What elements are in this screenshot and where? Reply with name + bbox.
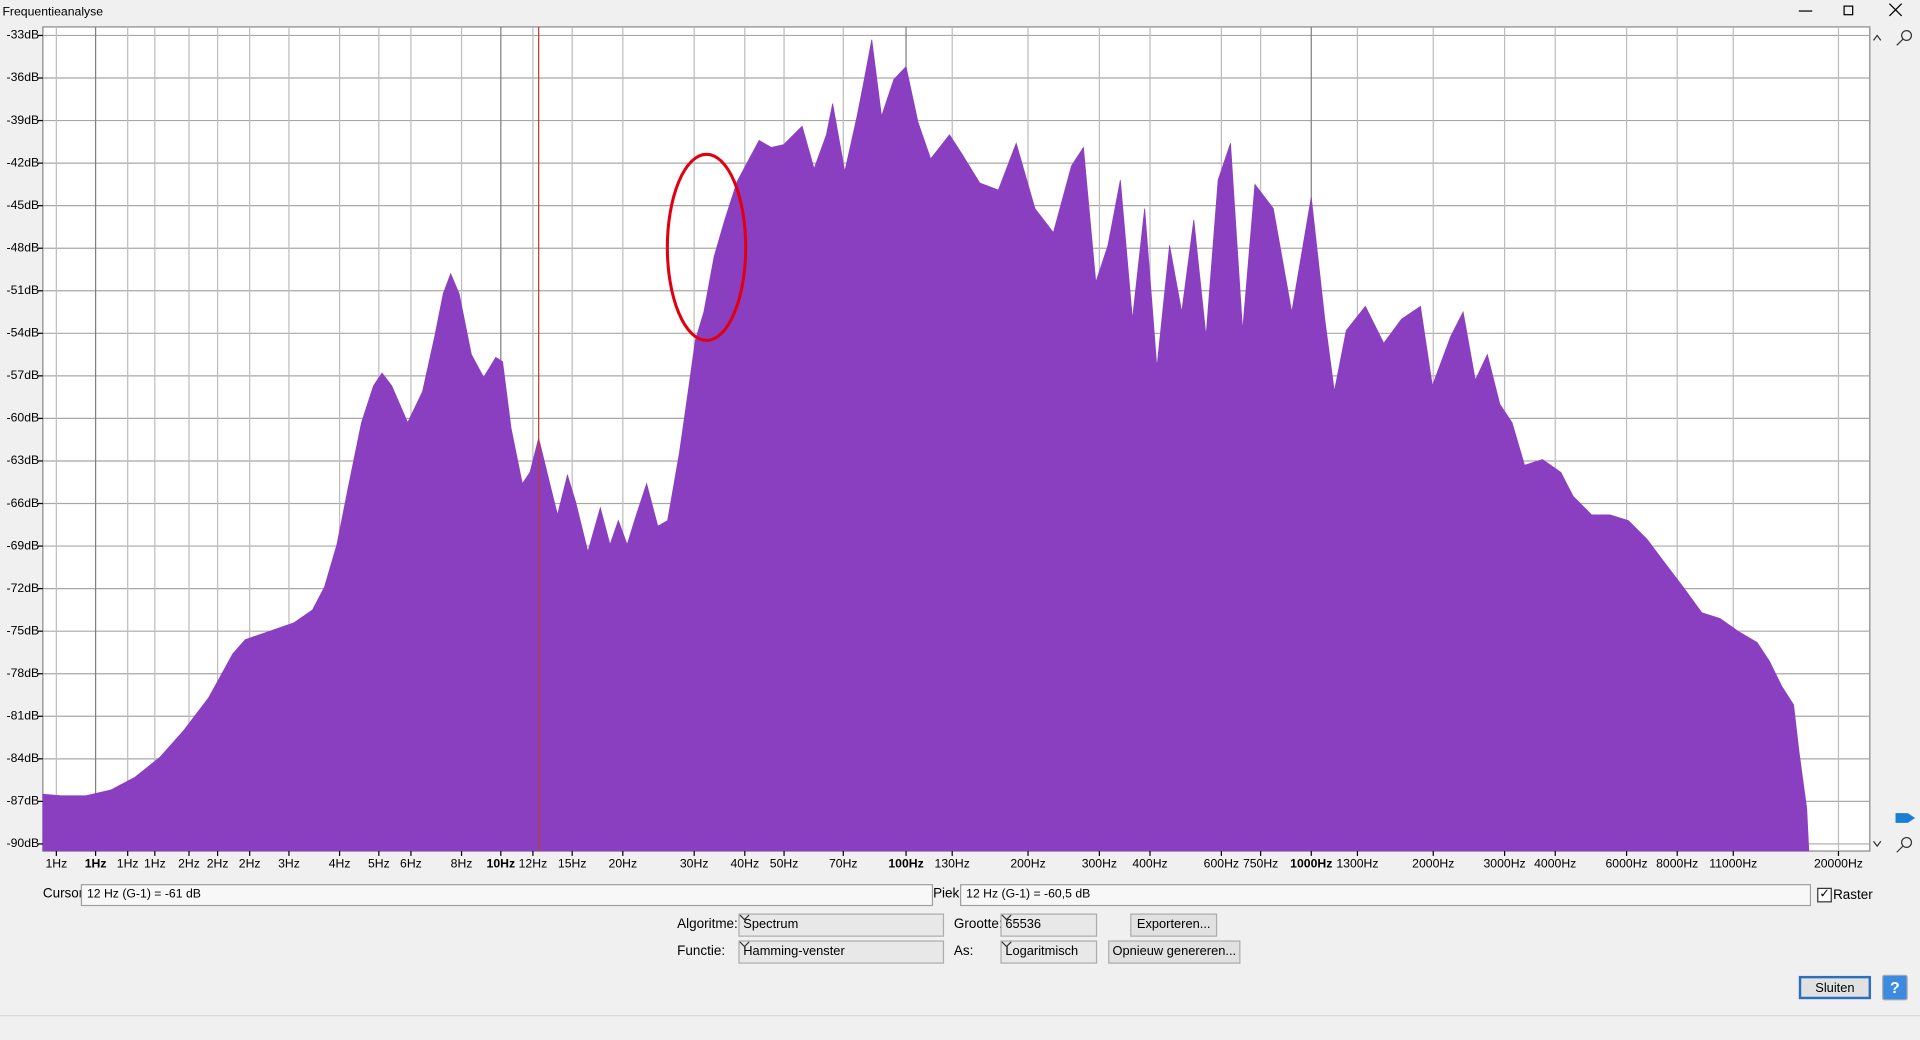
x-tick-label: 2Hz (178, 857, 200, 871)
y-tick-label: -42dB (7, 155, 40, 169)
y-tick-label: -90dB (7, 836, 40, 850)
grid-checkbox[interactable]: ✓ (1817, 887, 1832, 903)
size-label: Grootte: (953, 917, 1003, 932)
x-tick-label: 3Hz (278, 857, 300, 871)
axis-label: As: (953, 944, 974, 959)
cursor-readout: 12 Hz (G-1) = -61 dB (80, 884, 934, 907)
x-tick-label: 5Hz (368, 857, 390, 871)
x-tick-label: 4Hz (329, 857, 351, 871)
zoom-out[interactable] (1896, 836, 1913, 853)
highlight-ellipse (665, 152, 748, 342)
y-tick-label: -60dB (7, 411, 40, 425)
x-tick-label: 400Hz (1132, 857, 1167, 871)
x-tick-label: 10Hz (487, 857, 516, 871)
x-tick-label: 1Hz (117, 857, 139, 871)
x-tick-label: 1300Hz (1336, 857, 1378, 871)
x-tick-label: 1Hz (85, 857, 107, 871)
algorithm-label: Algoritme: (677, 917, 738, 932)
y-tick-label: -66dB (7, 496, 40, 510)
window-title: Frequentieanalyse (2, 4, 103, 18)
y-tick-label: -87dB (7, 794, 40, 808)
x-tick-label: 8Hz (451, 857, 473, 871)
x-tick-label: 30Hz (680, 857, 709, 871)
zoom-in[interactable] (1896, 30, 1913, 46)
y-tick-label: -69dB (7, 538, 40, 552)
x-tick-label: 6Hz (400, 857, 422, 871)
x-tick-label: 1000Hz (1290, 857, 1332, 871)
x-tick-label: 20Hz (609, 857, 638, 871)
y-tick-label: -84dB (7, 751, 40, 765)
restore[interactable] (1843, 5, 1854, 16)
y-tick-label: -33dB (7, 28, 40, 42)
x-tick-label: 8000Hz (1656, 857, 1698, 871)
x-tick-label: 50Hz (770, 857, 799, 871)
function-value: Hamming-venster (743, 944, 845, 959)
zoom-slider[interactable] (1895, 813, 1916, 823)
x-tick-label: 12Hz (519, 857, 548, 871)
function-select[interactable]: Hamming-venster (738, 940, 945, 964)
status-divider (0, 1015, 1920, 1017)
x-tick-label: 20000Hz (1814, 857, 1863, 871)
algorithm-select[interactable]: Spectrum (738, 913, 945, 937)
export-button[interactable]: Exporteren... (1130, 913, 1218, 937)
y-tick-label: -81dB (7, 709, 40, 723)
size-value: 65536 (1005, 917, 1042, 932)
y-tick-label: -72dB (7, 581, 40, 595)
y-tick-label: -48dB (7, 240, 40, 254)
x-tick-label: 3000Hz (1484, 857, 1526, 871)
help-button[interactable]: ? (1882, 974, 1908, 1001)
grid-label[interactable]: Raster (1833, 887, 1873, 903)
x-tick-label: 70Hz (829, 857, 858, 871)
x-tick-label: 600Hz (1204, 857, 1239, 871)
y-tick-label: -78dB (7, 666, 40, 680)
scrollbar[interactable] (1872, 26, 1885, 852)
scroll-up[interactable] (1872, 34, 1882, 41)
y-tick-label: -57dB (7, 368, 40, 382)
y-tick-label: -54dB (7, 326, 40, 340)
x-tick-label: 200Hz (1010, 857, 1045, 871)
y-tick-label: -75dB (7, 623, 40, 637)
x-tick-label: 100Hz (888, 857, 923, 871)
x-tick-label: 6000Hz (1605, 857, 1647, 871)
x-tick-label: 40Hz (731, 857, 760, 871)
x-tick-label: 1Hz (144, 857, 166, 871)
window-buttons[interactable] (1798, 3, 1903, 17)
x-tick-label: 11000Hz (1709, 857, 1757, 871)
y-tick-label: -39dB (7, 113, 40, 127)
y-tick-label: -36dB (7, 70, 40, 84)
algorithm-value: Spectrum (743, 917, 799, 932)
regenerate-button[interactable]: Opnieuw genereren... (1108, 940, 1241, 964)
x-tick-label: 15Hz (558, 857, 587, 871)
close-window (1888, 3, 1903, 17)
x-tick-label: 2000Hz (1412, 857, 1454, 871)
x-tick-label: 750Hz (1243, 857, 1278, 871)
peak-readout: 12 Hz (G-1) = -60,5 dB (960, 884, 1812, 907)
size-select[interactable]: 65536 (1000, 913, 1098, 937)
peak-label: Piek: (933, 886, 964, 902)
function-label: Functie: (677, 944, 726, 959)
y-tick-label: -45dB (7, 198, 40, 212)
scroll-track[interactable] (1872, 26, 1885, 852)
axis-value: Logaritmisch (1005, 944, 1079, 959)
y-tick-label: -63dB (7, 453, 40, 467)
x-tick-label: 300Hz (1082, 857, 1117, 871)
y-tick-label: -51dB (7, 283, 40, 297)
x-tick-label: 1Hz (45, 857, 67, 871)
x-tick-label: 2Hz (239, 857, 261, 871)
x-tick-label: 130Hz (935, 857, 970, 871)
cursor-label: Cursor: (42, 886, 88, 902)
close-button[interactable]: Sluiten (1798, 975, 1872, 1000)
x-tick-label: 4000Hz (1534, 857, 1576, 871)
scroll-down[interactable] (1872, 840, 1882, 848)
spectrum-area (42, 39, 1810, 852)
axis-select[interactable]: Logaritmisch (1000, 940, 1098, 964)
x-tick-label: 2Hz (207, 857, 229, 871)
